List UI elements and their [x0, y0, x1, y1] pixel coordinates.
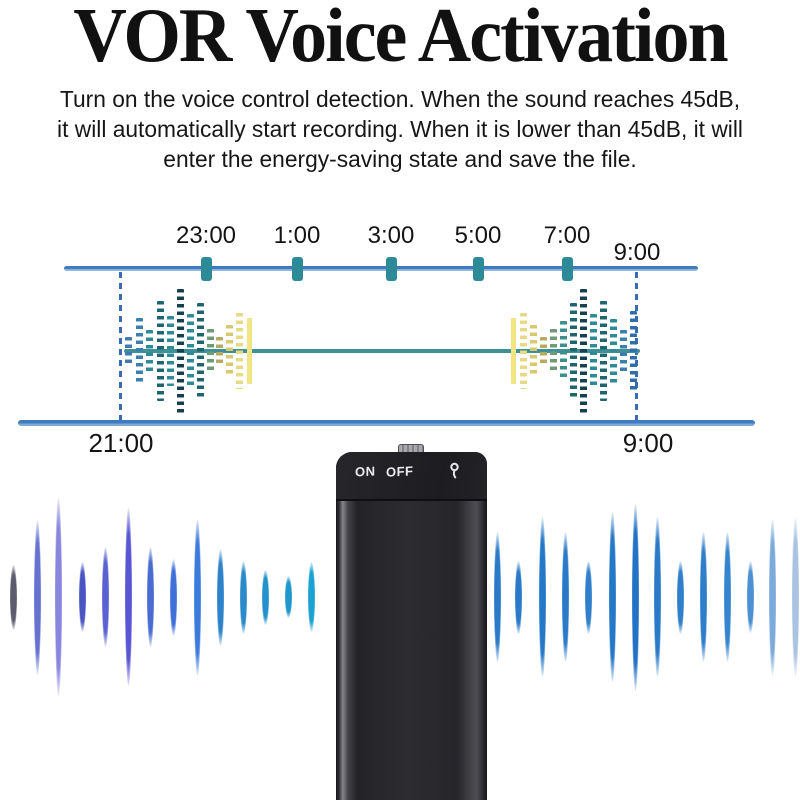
recording-level-column [166, 316, 174, 386]
sound-wave-bar [493, 532, 501, 662]
sound-wave-bar [723, 532, 731, 662]
sound-wave-bar [124, 508, 132, 686]
device-on-label: ON [355, 463, 376, 480]
timeline-tick-label: 5:00 [454, 222, 502, 249]
timeline-tick [291, 257, 303, 281]
recording-level-column [519, 313, 527, 389]
recording-level-column [629, 311, 637, 391]
recording-level-column [539, 337, 547, 365]
timeline-top-axis [64, 266, 698, 271]
sound-wave-bar [631, 503, 639, 691]
recording-level-column [135, 318, 143, 384]
page-title: VOR Voice Activation [73, 0, 728, 79]
description-line: it will automatically start recording. W… [57, 116, 743, 142]
recording-level-column [589, 314, 597, 388]
recording-level-column [156, 301, 164, 401]
recording-level-column [599, 301, 607, 401]
recording-baseline [124, 349, 640, 353]
sound-wave-bar [216, 548, 224, 646]
recording-level-column [559, 321, 567, 381]
sound-wave-bar [261, 569, 269, 625]
timeline-tick [472, 257, 484, 281]
timeline-tick-label: 1:00 [273, 222, 321, 249]
timeline-tick-label: 23:00 [175, 222, 237, 249]
sound-wave-bar [9, 564, 17, 630]
sound-wave-bar [307, 562, 315, 632]
sound-wave-bar [146, 547, 154, 647]
recording-level-column [235, 313, 243, 389]
recording-level-column [186, 314, 194, 388]
recording-level-column [549, 329, 557, 373]
timeline-end-label: 9:00 [613, 239, 661, 266]
device-top-face: ON OFF [336, 452, 487, 501]
recording-level-column [145, 330, 153, 372]
description-line: Turn on the voice control detection. Whe… [59, 86, 741, 112]
timeline-bottom-right-label: 9:00 [622, 428, 674, 458]
sound-wave-bar [791, 517, 799, 677]
sound-wave-bar [239, 560, 247, 634]
sound-wave-bar [538, 517, 546, 677]
description-line: enter the energy-saving state and save t… [163, 146, 637, 172]
sound-wave-bar [653, 517, 661, 677]
sound-wave-bar [768, 518, 776, 676]
sound-wave-bar [676, 560, 684, 634]
recording-level-column [196, 303, 204, 399]
timeline-bottom-left-label: 21:00 [88, 428, 154, 458]
recording-level-column [225, 325, 233, 377]
recording-level-column [206, 329, 214, 373]
sound-wave-bar [608, 512, 616, 682]
sound-wave-bar [561, 532, 569, 662]
recording-end-dashed-line [635, 272, 638, 421]
recording-level-column [579, 289, 587, 413]
timeline-tick [200, 257, 212, 281]
recording-start-dashed-line [119, 272, 122, 421]
recording-level-column [124, 337, 132, 365]
threshold-bar [246, 318, 252, 384]
recording-level-column [569, 303, 577, 399]
timeline-tick-label: 3:00 [367, 222, 415, 249]
sound-wave-bar [746, 561, 754, 633]
recording-level-column [609, 319, 617, 383]
recording-level-column [215, 337, 223, 365]
sound-wave-bar [514, 560, 522, 634]
threshold-bar [510, 318, 516, 384]
recording-level-column [619, 330, 627, 372]
earphone-icon [450, 462, 459, 479]
sound-wave-bar [54, 497, 62, 697]
sound-wave-bar [169, 558, 177, 636]
timeline-tick-label: 7:00 [543, 222, 591, 249]
sound-wave-bar [33, 519, 41, 675]
description: Turn on the voice control detection. Whe… [4, 84, 796, 174]
sound-wave-bar [78, 562, 86, 632]
recording-level-column [529, 325, 537, 377]
sound-wave-bar [284, 576, 292, 618]
sound-wave-bar [193, 518, 201, 676]
sound-wave-bar [584, 560, 592, 634]
timeline-bottom-axis [18, 420, 755, 426]
voice-recorder-device: ON OFF [336, 444, 487, 800]
timeline-tick [385, 257, 397, 281]
sound-wave-bar [699, 532, 707, 662]
device-off-label: OFF [386, 463, 414, 480]
sound-wave-bar [101, 547, 109, 647]
recording-level-column [176, 289, 184, 413]
timeline-tick [561, 257, 573, 281]
